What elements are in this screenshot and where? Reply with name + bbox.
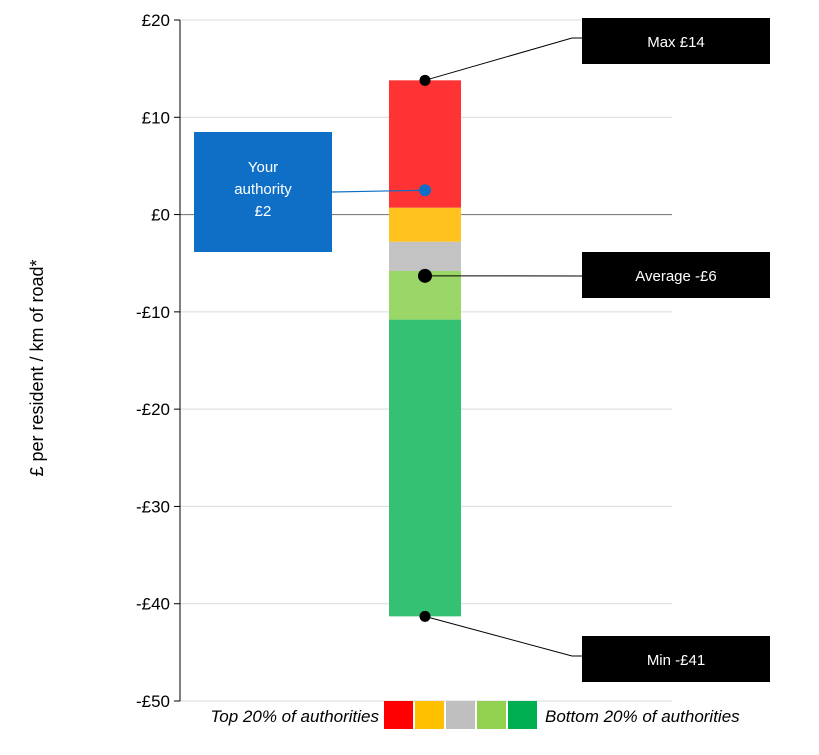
- y-tick-label: -£50: [136, 692, 170, 711]
- your-authority-label-line: authority: [234, 181, 292, 198]
- stacked-bar: [389, 80, 461, 617]
- y-tick-label: £0: [151, 206, 170, 225]
- legend-right-label: Bottom 20% of authorities: [545, 707, 740, 726]
- y-tick-label: -£40: [136, 595, 170, 614]
- legend-swatch: [477, 701, 506, 729]
- your-authority-label-line: Your: [248, 159, 278, 176]
- y-tick-label: -£30: [136, 497, 170, 516]
- average-marker: [418, 268, 432, 283]
- legend-swatch: [384, 701, 413, 729]
- min-callout-box: [582, 636, 770, 682]
- y-tick-label: -£10: [136, 303, 170, 322]
- your-authority-label-line: £2: [255, 203, 272, 220]
- your-authority-leader-line: [331, 189, 426, 193]
- average-callout-box: [582, 252, 770, 298]
- legend: Top 20% of authorities Bottom 20% of aut…: [210, 701, 740, 729]
- legend-swatch: [415, 701, 444, 729]
- your-authority-marker: [419, 184, 431, 197]
- average-callout-label: Average -£6: [635, 268, 716, 285]
- legend-swatch: [508, 701, 537, 729]
- legend-left-label: Top 20% of authorities: [210, 707, 379, 726]
- y-tick-label: -£20: [136, 400, 170, 419]
- y-tick-label: £10: [142, 108, 170, 127]
- max-leader-line: [424, 37, 582, 81]
- bar-segment-second-20%: [389, 207, 461, 242]
- legend-swatch: [446, 701, 475, 729]
- max-callout-label: Max £14: [647, 34, 705, 51]
- y-axis-ticks: £20 £10 £0 -£10 -£20 -£30 -£40 -£50: [136, 11, 180, 711]
- y-tick-label: £20: [142, 11, 170, 30]
- min-marker: [419, 610, 431, 622]
- min-leader-line: [424, 615, 582, 657]
- bar-segment-bottom-20%: [389, 319, 461, 617]
- min-callout-label: Min -£41: [647, 652, 705, 669]
- legend-swatches: [384, 701, 537, 729]
- y-axis-label: £ per resident / km of road*: [27, 259, 47, 476]
- max-callout-box: [582, 18, 770, 64]
- your-authority-callout-box: [194, 132, 332, 252]
- max-marker: [419, 74, 431, 86]
- callouts: Max £14 Average -£6 Min -£41 Your authority £…: [194, 18, 770, 682]
- bar-segment-middle-20%: [389, 241, 461, 271]
